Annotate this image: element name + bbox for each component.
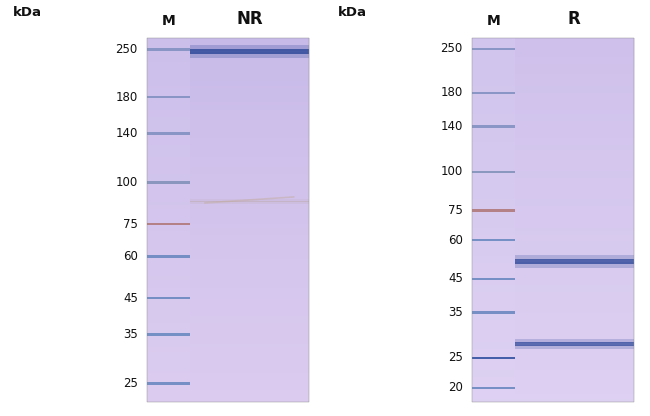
Bar	[190, 45, 309, 50]
Bar	[515, 262, 634, 268]
Text: 60: 60	[448, 234, 463, 247]
Bar	[190, 201, 309, 203]
Bar	[190, 199, 309, 201]
Text: 25: 25	[123, 377, 138, 390]
Text: 75: 75	[123, 218, 138, 230]
Bar	[147, 382, 190, 384]
Text: NR: NR	[236, 10, 263, 28]
Text: R: R	[568, 10, 580, 28]
Text: 45: 45	[448, 272, 463, 285]
Bar	[147, 48, 190, 51]
Bar	[190, 49, 309, 54]
Bar	[147, 38, 309, 402]
Text: 35: 35	[448, 306, 463, 319]
Text: 25: 25	[448, 351, 463, 364]
Bar	[472, 209, 515, 212]
Bar	[515, 345, 634, 349]
Bar	[190, 52, 309, 58]
Bar	[472, 125, 515, 128]
Bar	[472, 278, 515, 280]
Bar	[472, 239, 515, 241]
Bar	[147, 96, 190, 99]
Text: 140: 140	[116, 127, 138, 140]
Text: 250: 250	[441, 42, 463, 55]
Text: 140: 140	[441, 120, 463, 133]
Bar	[472, 47, 515, 50]
Text: M: M	[487, 15, 501, 28]
Text: 75: 75	[448, 204, 463, 217]
Bar	[472, 38, 634, 402]
Text: 100: 100	[116, 176, 138, 189]
Bar	[472, 386, 515, 389]
Bar	[515, 259, 634, 264]
Bar	[472, 92, 515, 94]
Bar	[147, 297, 190, 300]
Text: 35: 35	[123, 328, 138, 341]
Bar	[472, 171, 515, 173]
Text: 60: 60	[123, 250, 138, 263]
Text: 250: 250	[116, 43, 138, 56]
Bar	[190, 202, 309, 204]
Bar	[515, 339, 634, 343]
Bar	[147, 255, 190, 258]
Text: 20: 20	[448, 381, 463, 394]
Text: M: M	[162, 15, 176, 28]
Bar	[147, 223, 190, 225]
Bar	[472, 312, 515, 314]
Bar	[472, 357, 515, 359]
Text: 180: 180	[441, 87, 463, 99]
Text: kDa: kDa	[337, 6, 367, 19]
Text: 180: 180	[116, 91, 138, 104]
Bar	[147, 333, 190, 336]
Bar	[147, 132, 190, 135]
Bar	[515, 342, 634, 346]
Text: 45: 45	[123, 292, 138, 305]
Text: kDa: kDa	[12, 6, 42, 19]
Bar	[515, 255, 634, 260]
Text: 100: 100	[441, 165, 463, 178]
Bar	[147, 181, 190, 183]
